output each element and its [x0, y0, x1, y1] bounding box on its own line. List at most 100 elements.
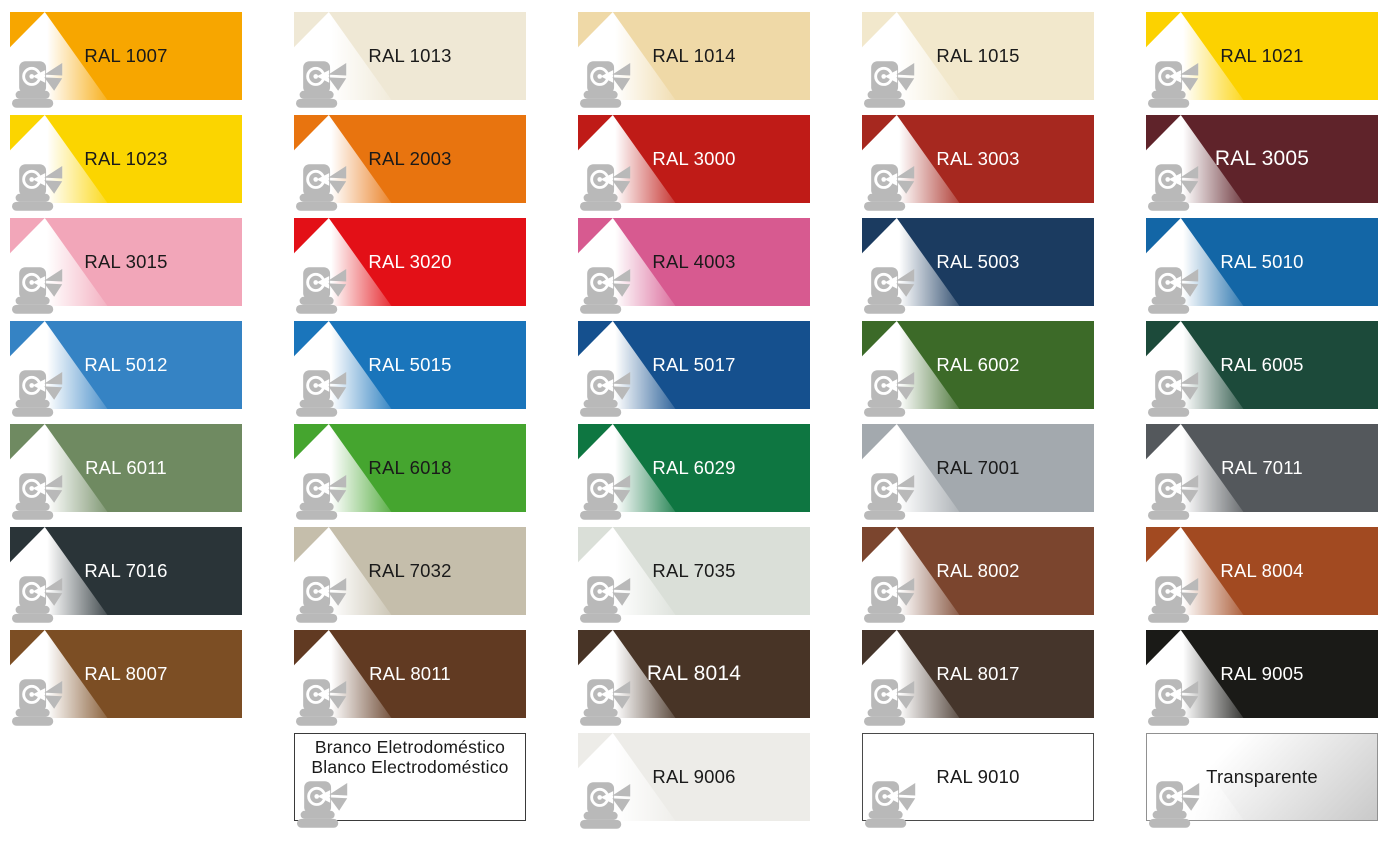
spray-can-icon: [864, 370, 916, 417]
swatch-ral-3020[interactable]: RAL 3020: [294, 218, 526, 306]
swatch-label: RAL 5017: [652, 354, 736, 375]
spray-can-icon: [864, 164, 916, 211]
swatch-ral-8017[interactable]: RAL 8017: [862, 630, 1094, 718]
swatch-ral-1013[interactable]: RAL 1013: [294, 12, 526, 100]
swatch-ral-5017[interactable]: RAL 5017: [578, 321, 810, 409]
spray-can-icon: [1148, 576, 1200, 623]
swatch-ral-4003[interactable]: RAL 4003: [578, 218, 810, 306]
swatch-label: RAL 1007: [84, 45, 168, 66]
swatch-label: RAL 5003: [936, 251, 1020, 272]
swatch-ral-5015[interactable]: RAL 5015: [294, 321, 526, 409]
swatch-ral-8002[interactable]: RAL 8002: [862, 527, 1094, 615]
swatch-ral-8007[interactable]: RAL 8007: [10, 630, 242, 718]
spray-can-icon: [296, 473, 348, 520]
swatch-ral-7032[interactable]: RAL 7032: [294, 527, 526, 615]
swatch-label: RAL 8002: [936, 560, 1020, 581]
swatch-ral-3005[interactable]: RAL 3005: [1146, 115, 1378, 203]
swatch-label: RAL 1015: [936, 45, 1020, 66]
swatch-label: RAL 3003: [936, 148, 1020, 169]
spray-can-icon: [580, 370, 632, 417]
swatch-label: RAL 9005: [1220, 663, 1304, 684]
swatch-ral-1023[interactable]: RAL 1023: [10, 115, 242, 203]
spray-can-icon: [865, 781, 917, 828]
swatch-label: RAL 7032: [368, 560, 452, 581]
spray-can-icon: [864, 267, 916, 314]
swatch-label: RAL 8004: [1220, 560, 1304, 581]
spray-can-icon: [12, 267, 64, 314]
swatch-label: RAL 6002: [936, 354, 1020, 375]
swatch-ral-7016[interactable]: RAL 7016: [10, 527, 242, 615]
swatch-ral-3015[interactable]: RAL 3015: [10, 218, 242, 306]
swatch-label: RAL 1021: [1220, 45, 1304, 66]
swatch-ral-1015[interactable]: RAL 1015: [862, 12, 1094, 100]
spray-can-icon: [580, 576, 632, 623]
swatch-label: RAL 3015: [84, 251, 168, 272]
swatch-ral-3003[interactable]: RAL 3003: [862, 115, 1094, 203]
swatch-label: RAL 4003: [652, 251, 736, 272]
spray-can-icon: [12, 61, 64, 108]
swatch-ral-8004[interactable]: RAL 8004: [1146, 527, 1378, 615]
spray-can-icon: [297, 781, 349, 828]
spray-can-icon: [12, 473, 64, 520]
swatch-label: RAL 2003: [368, 148, 452, 169]
swatch-ral-6011[interactable]: RAL 6011: [10, 424, 242, 512]
swatch-label: RAL 1013: [368, 45, 452, 66]
swatch-label: RAL 3005: [1214, 147, 1310, 170]
swatch-ral-7011[interactable]: RAL 7011: [1146, 424, 1378, 512]
empty-cell: [10, 733, 242, 821]
spray-can-icon: [864, 679, 916, 726]
swatch-ral-6018[interactable]: RAL 6018: [294, 424, 526, 512]
spray-can-icon: [580, 164, 632, 211]
swatch-ral-6002[interactable]: RAL 6002: [862, 321, 1094, 409]
swatch-ral-7001[interactable]: RAL 7001: [862, 424, 1094, 512]
swatch-ral-2003[interactable]: RAL 2003: [294, 115, 526, 203]
spray-can-icon: [580, 267, 632, 314]
swatch-transparente[interactable]: Transparente: [1146, 733, 1378, 821]
swatch-ral-8014[interactable]: RAL 8014: [578, 630, 810, 718]
swatch-label: RAL 8014: [646, 662, 742, 685]
spray-can-icon: [12, 576, 64, 623]
swatch-label: RAL 7011: [1221, 457, 1303, 478]
swatch-label: RAL 1014: [652, 45, 736, 66]
swatch-label: RAL 5015: [368, 354, 452, 375]
spray-can-icon: [296, 164, 348, 211]
spray-can-icon: [580, 473, 632, 520]
swatch-ral-8011[interactable]: RAL 8011: [294, 630, 526, 718]
swatch-ral-5012[interactable]: RAL 5012: [10, 321, 242, 409]
spray-can-icon: [12, 164, 64, 211]
swatch-label: RAL 1023: [84, 148, 168, 169]
swatch-ral-1007[interactable]: RAL 1007: [10, 12, 242, 100]
swatch-label: Branco Eletrodoméstico Blanco Electrodom…: [311, 737, 509, 778]
color-swatch-grid: RAL 1007 RAL 1013 RAL 1014 RAL 1015 RAL …: [10, 12, 1378, 821]
swatch-label: RAL 5012: [84, 354, 168, 375]
spray-can-icon: [580, 61, 632, 108]
swatch-label: RAL 8011: [369, 663, 451, 684]
spray-can-icon: [1148, 679, 1200, 726]
swatch-ral-6029[interactable]: RAL 6029: [578, 424, 810, 512]
spray-can-icon: [1148, 370, 1200, 417]
spray-can-icon: [12, 370, 64, 417]
swatch-ral-1021[interactable]: RAL 1021: [1146, 12, 1378, 100]
swatch-ral-5010[interactable]: RAL 5010: [1146, 218, 1378, 306]
swatch-label: RAL 8017: [936, 663, 1020, 684]
spray-can-icon: [1148, 61, 1200, 108]
spray-can-icon: [1148, 473, 1200, 520]
swatch-ral-9005[interactable]: RAL 9005: [1146, 630, 1378, 718]
spray-can-icon: [864, 61, 916, 108]
swatch-branco-eletrodomestico[interactable]: Branco Eletrodoméstico Blanco Electrodom…: [294, 733, 526, 821]
swatch-label: RAL 3020: [368, 251, 452, 272]
swatch-ral-1014[interactable]: RAL 1014: [578, 12, 810, 100]
swatch-label: RAL 5010: [1220, 251, 1304, 272]
swatch-ral-9010[interactable]: RAL 9010: [862, 733, 1094, 821]
swatch-ral-9006[interactable]: RAL 9006: [578, 733, 810, 821]
swatch-ral-6005[interactable]: RAL 6005: [1146, 321, 1378, 409]
swatch-label: RAL 6029: [652, 457, 736, 478]
swatch-label: RAL 7001: [936, 457, 1020, 478]
swatch-ral-7035[interactable]: RAL 7035: [578, 527, 810, 615]
spray-can-icon: [12, 679, 64, 726]
spray-can-icon: [864, 473, 916, 520]
swatch-ral-5003[interactable]: RAL 5003: [862, 218, 1094, 306]
spray-can-icon: [1148, 164, 1200, 211]
swatch-ral-3000[interactable]: RAL 3000: [578, 115, 810, 203]
swatch-label: RAL 6011: [85, 457, 167, 478]
